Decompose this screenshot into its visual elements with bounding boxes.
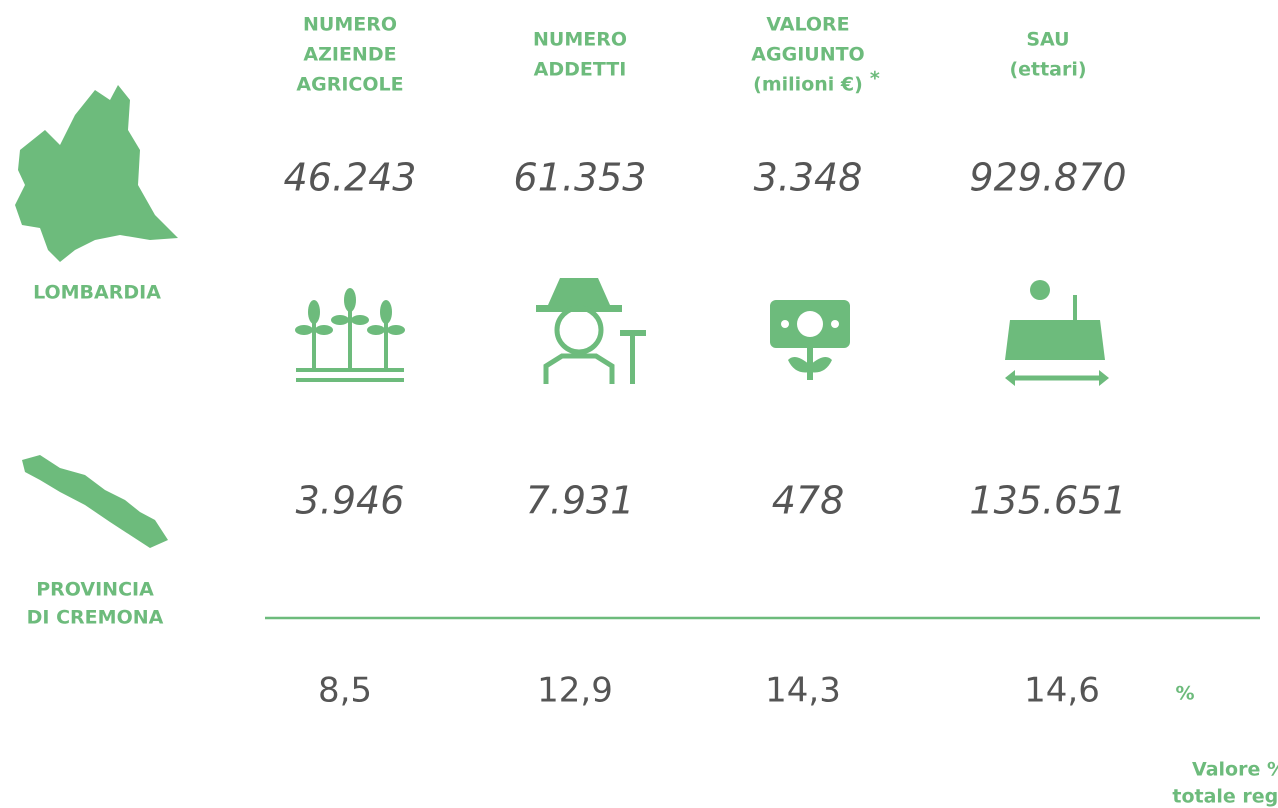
lombardia-value: 61.353 (514, 156, 647, 200)
percent-value: 12,9 (537, 671, 613, 711)
column-header: AZIENDE (303, 44, 396, 66)
farmer-icon (536, 278, 646, 384)
percent-value: 14,3 (765, 671, 841, 711)
cremona-map (22, 455, 168, 548)
cremona-value: 7.931 (526, 479, 635, 523)
region-label: DI CREMONA (27, 607, 164, 629)
column-header: NUMERO (533, 29, 627, 51)
percent-value: 8,5 (318, 671, 372, 711)
money-icon (770, 300, 850, 380)
region-label: LOMBARDIA (33, 282, 161, 304)
percent-value: 14,6 (1024, 671, 1100, 711)
column-header: (milioni €) (753, 74, 863, 96)
lombardia-map (15, 85, 178, 262)
region-label: PROVINCIA (36, 579, 154, 601)
column-header: (ettari) (1009, 59, 1086, 81)
lombardia-value: 3.348 (754, 156, 863, 200)
lombardia-value: 929.870 (969, 156, 1126, 200)
cremona-value: 135.651 (969, 479, 1126, 523)
footer-note: totale regionale (1172, 786, 1278, 808)
column-header: VALORE (766, 14, 849, 36)
column-header: AGGIUNTO (751, 44, 864, 66)
cremona-value: 478 (772, 479, 845, 523)
header-note: * (870, 68, 880, 90)
column-header: AGRICOLE (296, 74, 403, 96)
percent-symbol: % (1175, 683, 1194, 705)
cremona-value: 3.946 (296, 479, 405, 523)
footer-note: Valore % sul (1192, 759, 1278, 781)
column-header: ADDETTI (534, 59, 627, 81)
column-header: NUMERO (303, 14, 397, 36)
wheat-icon (295, 288, 405, 382)
field-icon (1005, 280, 1109, 386)
lombardia-value: 46.243 (284, 156, 417, 200)
column-header: SAU (1026, 29, 1069, 51)
